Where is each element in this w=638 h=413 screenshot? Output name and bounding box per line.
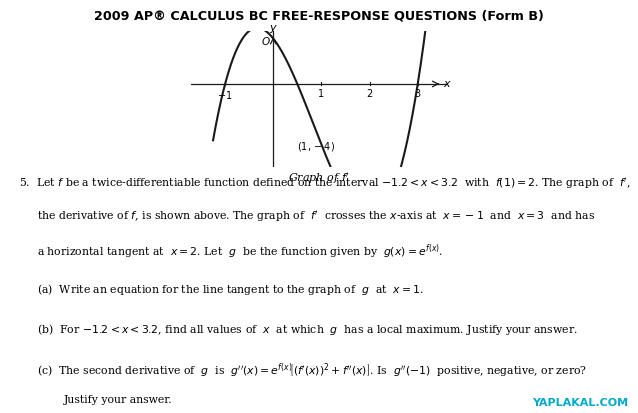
Text: $(1, -4)$: $(1, -4)$: [297, 140, 336, 152]
Text: 2009 AP® CALCULUS BC FREE-RESPONSE QUESTIONS (Form B): 2009 AP® CALCULUS BC FREE-RESPONSE QUEST…: [94, 9, 544, 22]
Text: $x$: $x$: [443, 79, 452, 89]
Text: YAPLAKAL.COM: YAPLAKAL.COM: [532, 398, 628, 408]
Text: (a)  Write an equation for the line tangent to the graph of  $g$  at  $x = 1$.: (a) Write an equation for the line tange…: [37, 282, 424, 297]
Text: 2: 2: [366, 89, 373, 99]
Text: Graph of $f'$: Graph of $f'$: [288, 171, 350, 185]
Text: $O$: $O$: [261, 35, 271, 47]
Text: 3: 3: [415, 89, 421, 99]
Text: 5.  Let $f$ be a twice-differentiable function defined on the interval $-1.2 < x: 5. Let $f$ be a twice-differentiable fun…: [19, 176, 631, 191]
Text: $y$: $y$: [269, 23, 278, 35]
Text: (b)  For $-1.2 < x < 3.2$, find all values of  $x$  at which  $g$  has a local m: (b) For $-1.2 < x < 3.2$, find all value…: [37, 322, 578, 337]
Text: 1: 1: [318, 89, 325, 99]
Text: the derivative of $f$, is shown above. The graph of  $f'$  crosses the $x$-axis : the derivative of $f$, is shown above. T…: [37, 209, 595, 224]
Text: a horizontal tangent at  $x = 2$. Let  $g$  be the function given by  $g(x) = e^: a horizontal tangent at $x = 2$. Let $g$…: [37, 242, 443, 261]
Text: $-1$: $-1$: [218, 89, 233, 101]
Text: Justify your answer.: Justify your answer.: [64, 395, 172, 405]
Text: (c)  The second derivative of  $g$  is  $g''(x) = e^{f(x)}\!\left[(f'(x))^2 + f': (c) The second derivative of $g$ is $g''…: [37, 362, 587, 380]
